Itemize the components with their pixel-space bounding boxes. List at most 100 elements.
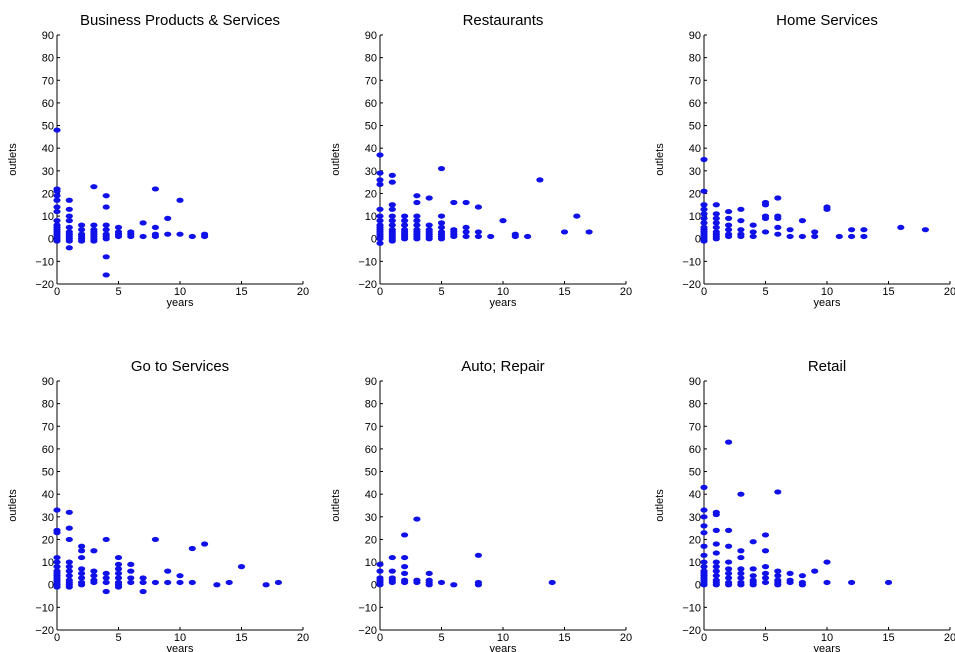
data-point [749,233,757,240]
data-point [90,579,98,586]
data-point [462,229,470,235]
data-point [376,561,384,567]
y-axis-label: outlets [654,489,666,522]
data-point [536,177,544,183]
data-point [376,218,384,224]
data-point [401,579,409,586]
y-tick-label: −20 [35,625,54,637]
scatter-panel: Restaurants −20 −10 0 10 20 30 40 50 60 70 80 90 0 5 10… [330,12,632,309]
data-point [823,579,831,586]
x-tick-label: 0 [377,286,383,298]
y-tick-label: 30 [365,512,377,524]
data-point [164,231,172,237]
data-point [897,224,905,231]
data-point [139,233,147,240]
data-point [560,229,569,235]
data-point [102,204,110,210]
data-point [388,206,396,212]
x-tick-label: 0 [54,632,60,644]
data-point [90,222,98,228]
y-tick-label: 50 [689,467,701,479]
y-tick-label: 0 [371,580,377,592]
data-point [725,208,733,215]
data-point [90,238,98,244]
data-point [749,222,757,228]
data-point [401,554,409,561]
data-point [749,539,757,545]
scatter-panel: Business Products & Services −20 −10 0 10 20 3… [7,12,309,309]
data-point [712,541,720,547]
data-point [921,227,930,233]
data-point [78,222,86,228]
data-point [585,229,593,235]
data-point [78,548,86,554]
data-point [774,231,782,237]
data-point [712,564,720,570]
y-tick-label: 20 [365,534,377,546]
y-tick-label: 0 [371,234,377,246]
x-tick-label: 5 [762,632,768,644]
data-point [737,233,745,240]
data-point [437,224,446,231]
data-point [749,582,757,588]
y-tick-label: −10 [682,256,701,268]
data-point [712,582,720,588]
data-point [712,211,720,217]
data-point [700,507,708,513]
data-point [139,588,147,595]
data-point [102,236,110,242]
data-point [188,233,196,240]
chart-title: Business Products & Services [80,12,280,29]
data-point [65,509,73,515]
y-tick-label: 80 [365,53,377,65]
y-tick-label: 90 [689,376,701,388]
data-point [388,222,396,228]
y-axis-label: outlets [330,489,342,522]
data-point [462,199,470,206]
data-point [425,195,433,201]
data-point [65,224,73,231]
data-point [53,559,61,565]
data-point [388,179,396,185]
data-point [127,561,135,567]
data-point [450,582,458,588]
data-point [176,197,184,203]
data-point [774,568,782,574]
data-point [376,181,384,187]
data-point [53,204,61,210]
x-tick-label: 20 [944,632,955,644]
data-point [188,545,196,552]
data-point [437,165,446,172]
y-axis-label: outlets [330,143,342,176]
data-point [114,233,123,240]
data-point [425,222,433,228]
data-point [474,233,482,240]
x-axis-label: years [490,297,517,309]
data-point [700,582,708,588]
y-tick-label: 10 [365,211,377,223]
data-point [700,202,708,208]
x-tick-label: 5 [438,286,444,298]
data-point [700,530,708,536]
y-tick-label: 40 [689,489,701,501]
data-point [437,579,446,586]
data-point [462,224,470,231]
data-point [388,554,396,561]
data-point [737,491,745,497]
data-point [102,575,110,581]
data-point [53,238,61,244]
data-point [774,573,782,579]
data-point [114,554,123,561]
x-tick-label: 20 [944,286,955,298]
data-point [53,193,61,199]
data-point [700,188,708,194]
y-tick-label: 80 [42,53,54,65]
data-point [376,236,384,242]
data-point [712,215,720,221]
x-tick-label: 10 [174,286,186,298]
data-point [437,213,446,219]
data-point [700,215,708,221]
data-point [102,536,110,543]
data-point [774,582,782,588]
data-point [176,231,184,237]
